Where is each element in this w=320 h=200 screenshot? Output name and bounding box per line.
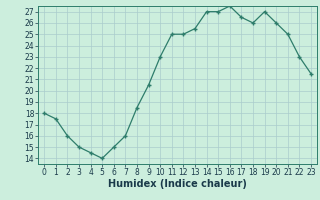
X-axis label: Humidex (Indice chaleur): Humidex (Indice chaleur) [108, 179, 247, 189]
